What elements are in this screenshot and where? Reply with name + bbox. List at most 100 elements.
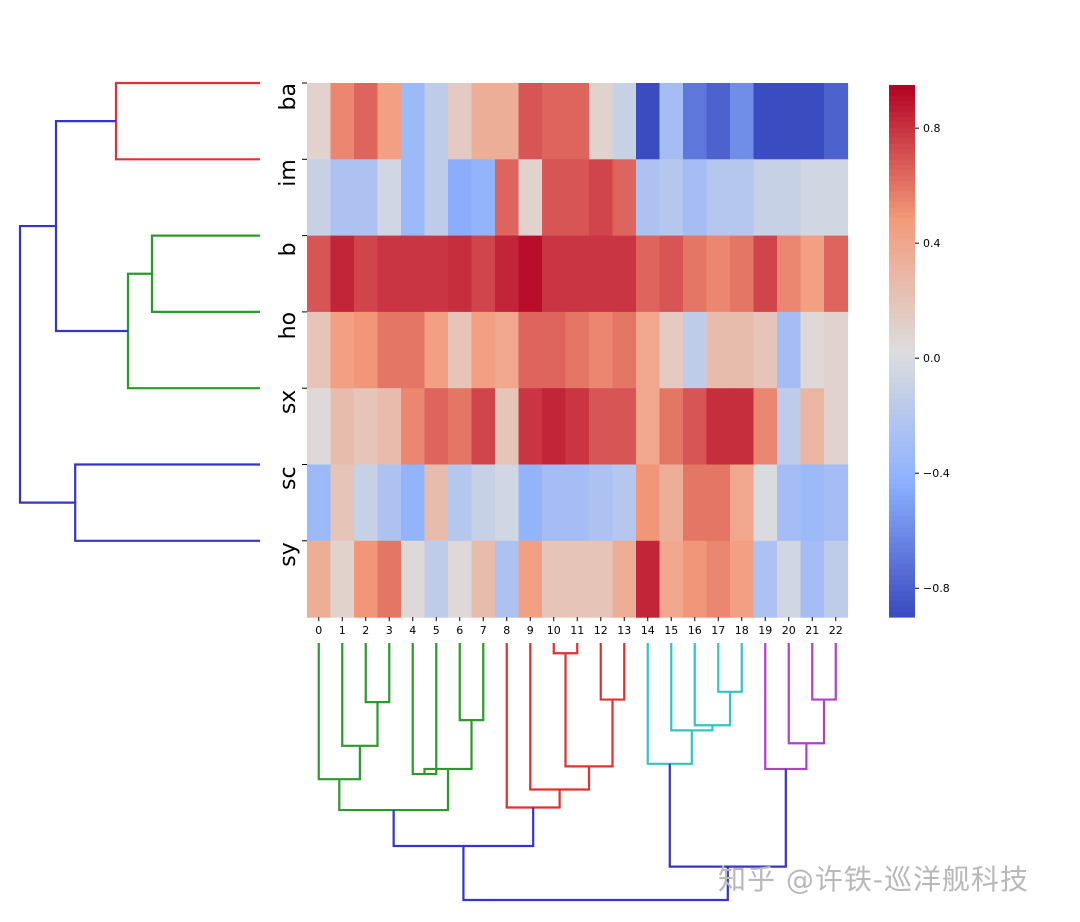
colorbar-segment — [889, 569, 915, 576]
heatmap — [307, 83, 849, 618]
row-label: ho — [276, 312, 301, 339]
dendrogram-link — [364, 643, 391, 704]
colorbar-segment — [889, 489, 915, 496]
colorbar-segment — [889, 542, 915, 549]
heatmap-cell — [659, 464, 684, 542]
heatmap-cell — [495, 159, 520, 237]
heatmap-cell — [824, 464, 849, 542]
col-label: 5 — [433, 624, 440, 637]
dendrogram-link — [411, 643, 438, 776]
colorbar-segment — [889, 202, 915, 208]
dendrogram-link — [505, 643, 561, 809]
colorbar-segment — [889, 271, 915, 278]
heatmap-cell — [565, 388, 590, 466]
dendrogram-link — [668, 763, 787, 868]
colorbar: 0.8 0.4 0.0 −0.4 −0.8 — [889, 85, 950, 618]
heatmap-cell — [777, 540, 802, 618]
heatmap-cell — [683, 464, 708, 542]
heatmap-cell — [612, 540, 637, 618]
colorbar-tick-label: −0.8 — [923, 582, 950, 595]
colorbar-segment — [889, 494, 915, 501]
col-label: 4 — [409, 624, 416, 637]
heatmap-cell — [354, 388, 379, 466]
heatmap-cell — [659, 311, 684, 389]
heatmap-cell — [354, 540, 379, 618]
col-label: 20 — [782, 624, 796, 637]
heatmap-cell — [542, 464, 567, 542]
colorbar-segment — [889, 531, 915, 538]
heatmap-cell — [471, 235, 496, 313]
colorbar-segment — [889, 537, 915, 544]
heatmap-cell — [706, 540, 731, 618]
heatmap-cell — [824, 540, 849, 618]
heatmap-cell — [542, 311, 567, 389]
colorbar-segment — [889, 611, 915, 618]
heatmap-cell — [612, 159, 637, 237]
heatmap-cell — [518, 388, 543, 466]
heatmap-cell — [706, 464, 731, 542]
heatmap-cell — [589, 464, 614, 542]
dendrogram-link — [764, 643, 808, 771]
dendrogram-link — [126, 272, 260, 390]
colorbar-segment — [889, 478, 915, 485]
col-label: 22 — [829, 624, 843, 637]
heatmap-cell — [495, 464, 520, 542]
dendrogram-link — [646, 643, 693, 765]
colorbar-segment — [889, 462, 915, 469]
heatmap-cell — [659, 540, 684, 618]
heatmap-cell — [518, 311, 543, 389]
colorbar-segment — [889, 85, 915, 91]
colorbar-segment — [889, 175, 915, 182]
col-label: 1 — [339, 624, 346, 637]
colorbar-segment — [889, 260, 915, 267]
colorbar-segment — [889, 436, 915, 443]
row-label: sc — [276, 466, 301, 490]
col-label: 16 — [688, 624, 702, 637]
heatmap-cell — [824, 159, 849, 237]
heatmap-cell — [730, 159, 755, 237]
heatmap-cell — [330, 83, 355, 160]
heatmap-cell — [706, 311, 731, 389]
colorbar-segment — [889, 281, 915, 288]
heatmap-cell — [495, 311, 520, 389]
heatmap-cell — [448, 159, 473, 237]
dendrogram-link — [18, 224, 76, 504]
heatmap-cell — [307, 235, 332, 313]
heatmap-cell — [471, 159, 496, 237]
colorbar-segment — [889, 265, 915, 272]
heatmap-cell — [330, 235, 355, 313]
heatmap-cell — [518, 159, 543, 237]
heatmap-cell — [495, 235, 520, 313]
colorbar-segment — [889, 499, 915, 506]
colorbar-segment — [889, 515, 915, 522]
colorbar-segment — [889, 579, 915, 586]
heatmap-cell — [330, 311, 355, 389]
heatmap-cell — [800, 388, 825, 466]
colorbar-segment — [889, 143, 915, 150]
col-label: 15 — [664, 624, 678, 637]
heatmap-cell — [800, 159, 825, 237]
dendrogram-link — [599, 643, 626, 701]
colorbar-segment — [889, 223, 915, 230]
heatmap-cell — [377, 388, 402, 466]
heatmap-cell — [612, 388, 637, 466]
heatmap-cell — [307, 159, 332, 237]
heatmap-cell — [824, 388, 849, 466]
heatmap-cell — [542, 83, 567, 160]
row-label: sx — [276, 390, 301, 414]
colorbar-segment — [889, 484, 915, 490]
colorbar-segment — [889, 372, 915, 379]
heatmap-cell — [683, 83, 708, 160]
colorbar-segment — [889, 186, 915, 192]
row-label: ba — [276, 83, 301, 110]
heatmap-cell — [730, 388, 755, 466]
dendrogram-link — [717, 643, 743, 693]
heatmap-cell — [589, 311, 614, 389]
heatmap-cell — [612, 83, 637, 160]
col-label: 21 — [805, 624, 819, 637]
col-label: 13 — [617, 624, 631, 637]
heatmap-cell — [495, 388, 520, 466]
heatmap-cell — [753, 159, 778, 237]
heatmap-cell — [777, 464, 802, 542]
heatmap-cell — [659, 388, 684, 466]
